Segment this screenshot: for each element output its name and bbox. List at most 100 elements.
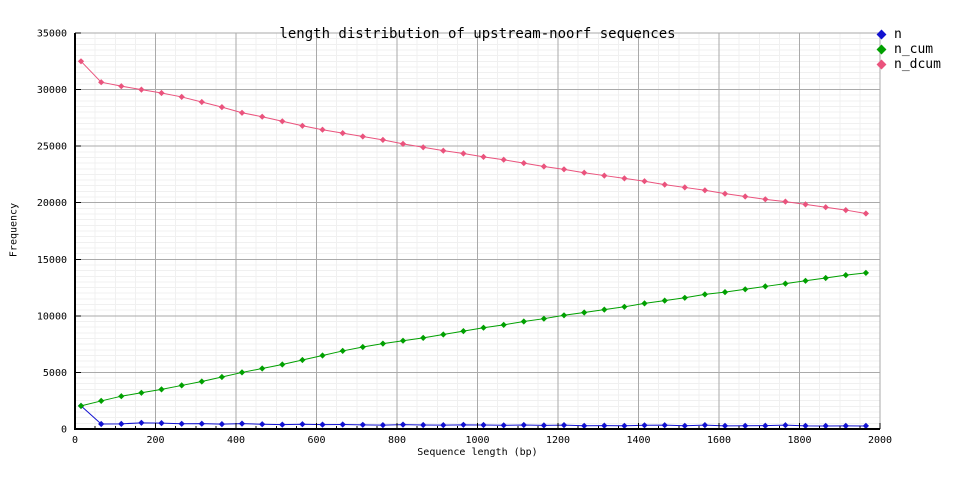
data-point <box>279 421 286 428</box>
data-point <box>198 98 205 106</box>
data-point <box>178 93 185 101</box>
data-point <box>480 421 487 429</box>
data-point <box>238 420 246 427</box>
data-point <box>862 422 870 430</box>
data-point <box>259 365 266 372</box>
data-point <box>500 321 507 329</box>
grid-major <box>75 32 881 429</box>
data-point <box>842 422 849 430</box>
data-point <box>822 422 829 430</box>
data-point <box>762 283 769 290</box>
svg-text:15000: 15000 <box>37 255 67 266</box>
data-point <box>802 422 809 429</box>
data-point <box>460 327 467 335</box>
svg-text:400: 400 <box>227 435 245 446</box>
data-point <box>601 172 608 179</box>
data-point <box>319 352 326 359</box>
data-point <box>178 420 185 427</box>
data-point <box>681 294 688 301</box>
data-point <box>118 393 125 400</box>
data-point <box>319 126 326 133</box>
svg-text:35000: 35000 <box>37 29 67 40</box>
data-point <box>218 373 226 381</box>
data-point <box>842 271 849 279</box>
data-point <box>641 422 648 429</box>
svg-text:2000: 2000 <box>868 435 892 446</box>
data-point <box>118 83 125 90</box>
data-point <box>540 422 548 429</box>
data-point <box>862 269 870 277</box>
data-point <box>299 421 306 428</box>
data-point <box>520 318 527 325</box>
data-point <box>440 421 447 429</box>
data-point <box>480 324 487 331</box>
data-point <box>118 420 125 428</box>
svg-text:1400: 1400 <box>626 435 650 446</box>
data-point <box>218 420 226 428</box>
data-point <box>661 181 668 188</box>
legend: n n_cum n_dcum <box>876 27 941 72</box>
data-point <box>460 421 467 428</box>
x-tick-labels: 0 200 400 600 800 1000 1200 1400 1600 1800 2000 <box>72 435 892 446</box>
data-point <box>238 369 246 376</box>
data-point <box>742 193 749 200</box>
data-point <box>581 422 588 429</box>
data-point <box>440 147 447 154</box>
svg-text:30000: 30000 <box>37 85 67 96</box>
data-point <box>138 419 145 426</box>
y-tick-labels: 0 5000 10000 15000 20000 25000 30000 35000 <box>37 29 67 436</box>
data-point <box>218 103 226 111</box>
data-point <box>822 204 829 211</box>
data-point <box>319 421 326 428</box>
data-point <box>701 187 709 194</box>
data-point <box>259 113 266 120</box>
svg-text:1600: 1600 <box>707 435 731 446</box>
data-point <box>540 315 548 322</box>
data-point <box>198 420 205 427</box>
axes <box>74 32 881 430</box>
data-point <box>379 340 387 347</box>
data-point <box>420 421 427 429</box>
svg-text:1800: 1800 <box>787 435 811 446</box>
legend-label: n_cum <box>894 42 934 57</box>
data-point <box>359 421 366 428</box>
svg-text:25000: 25000 <box>37 142 67 153</box>
svg-text:1000: 1000 <box>465 435 489 446</box>
x-axis-label: Sequence length (bp) <box>417 447 538 458</box>
legend-marker-icon <box>876 44 887 55</box>
legend-item-n-dcum: n_dcum <box>876 57 941 72</box>
data-point <box>862 210 870 217</box>
svg-text:5000: 5000 <box>43 368 67 379</box>
legend-marker-icon <box>876 29 887 40</box>
data-point <box>520 421 527 429</box>
data-point <box>359 133 366 140</box>
data-point <box>420 144 427 151</box>
legend-label: n_dcum <box>894 57 941 72</box>
data-point <box>641 300 648 307</box>
legend-label: n <box>894 27 902 42</box>
data-point <box>158 89 165 97</box>
data-point <box>681 184 688 191</box>
data-point <box>379 421 387 429</box>
legend-item-n: n <box>876 27 941 42</box>
data-point <box>560 312 568 319</box>
data-point <box>621 422 628 429</box>
data-point <box>782 198 789 205</box>
svg-text:1200: 1200 <box>546 435 570 446</box>
svg-text:800: 800 <box>388 435 406 446</box>
data-point <box>178 382 185 389</box>
data-point <box>238 109 246 116</box>
svg-text:200: 200 <box>146 435 164 446</box>
series-n_cum <box>77 269 870 410</box>
data-point <box>339 129 346 137</box>
data-point <box>500 422 507 429</box>
data-point <box>279 361 286 368</box>
svg-text:0: 0 <box>72 435 78 446</box>
data-point <box>299 356 306 364</box>
data-point <box>440 331 447 338</box>
data-point <box>601 306 608 313</box>
data-point <box>621 303 628 310</box>
data-point <box>399 421 407 428</box>
